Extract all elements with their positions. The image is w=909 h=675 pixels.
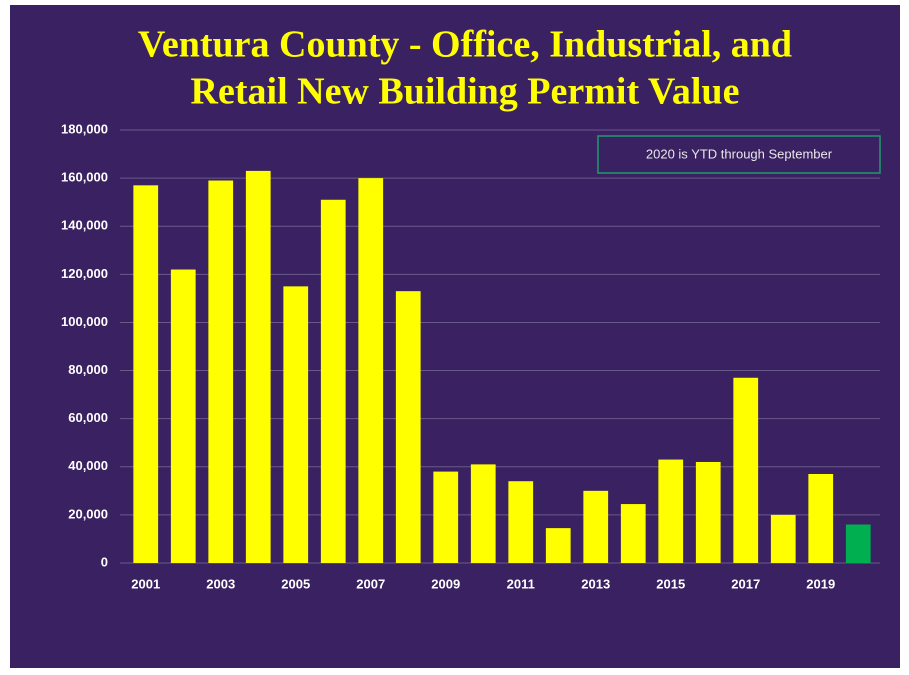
x-tick-label: 2007 — [356, 576, 385, 591]
x-tick-label: 2011 — [507, 576, 535, 591]
bar — [395, 291, 421, 563]
annotation: 2020 is YTD through September — [646, 146, 833, 161]
bar — [695, 461, 721, 563]
x-tick-label: 2005 — [281, 576, 310, 591]
bar — [133, 185, 159, 564]
x-tick-label: 2015 — [656, 576, 685, 591]
bar — [770, 514, 796, 563]
y-tick-label: 180,000 — [61, 121, 108, 136]
y-tick-label: 100,000 — [61, 314, 108, 329]
bar — [208, 180, 234, 563]
y-tick-label: 40,000 — [68, 458, 108, 473]
y-tick-label: 120,000 — [61, 266, 108, 281]
bar — [658, 459, 684, 563]
bar — [170, 269, 196, 563]
x-tick-label: 2009 — [431, 576, 460, 591]
chart-title: Retail New Building Permit Value — [191, 71, 740, 113]
bar — [845, 524, 871, 563]
bar — [470, 464, 496, 563]
bar — [358, 178, 384, 563]
y-tick-label: 80,000 — [68, 362, 108, 377]
bar — [283, 286, 309, 563]
bar — [583, 490, 609, 563]
y-tick-label: 60,000 — [68, 410, 108, 425]
bar — [808, 473, 834, 563]
bar — [245, 170, 271, 563]
bar — [433, 471, 459, 563]
bar — [620, 504, 646, 563]
x-tick-label: 2013 — [581, 576, 610, 591]
y-tick-label: 140,000 — [61, 218, 108, 233]
x-tick-label: 2019 — [806, 576, 835, 591]
x-tick-label: 2003 — [206, 576, 235, 591]
y-tick-label: 160,000 — [61, 170, 108, 185]
bar — [320, 199, 346, 563]
chart-title: Ventura County - Office, Industrial, and — [138, 24, 792, 66]
annotation-box — [597, 135, 881, 174]
x-tick-label: 2017 — [731, 576, 760, 591]
plot-area: 0 20,000 40,000 60,000 80,000 100,000 120,000 1… — [61, 121, 880, 591]
bar — [545, 528, 571, 563]
y-tick-label: 20,000 — [68, 506, 108, 521]
bar — [508, 481, 534, 563]
x-tick-label: 2001 — [131, 576, 160, 591]
bar — [733, 377, 759, 563]
y-tick-label: 0 — [101, 554, 108, 569]
